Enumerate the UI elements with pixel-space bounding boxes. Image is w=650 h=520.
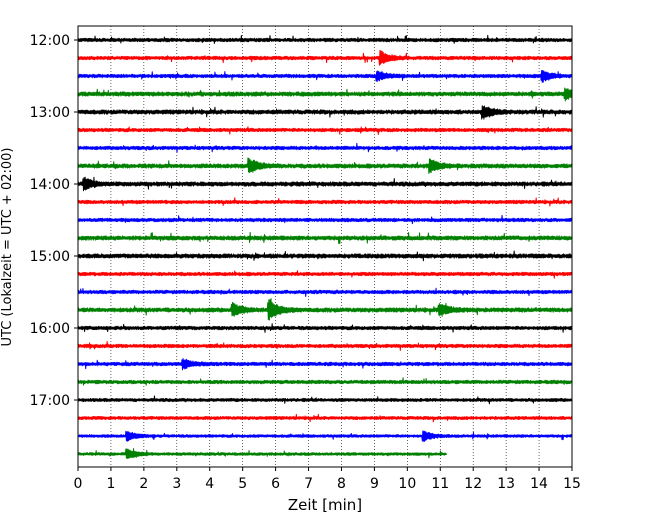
plot-frame: [77, 25, 573, 468]
trace-1415: [77, 197, 573, 207]
trace-1730: [77, 430, 573, 442]
x-tick-label-6: 6: [271, 476, 280, 492]
y-tick-label-1400: 14:00: [30, 177, 70, 193]
x-axis-ticks: 0 1 2 3 4 5 6 7 8 9 10 11 12 13 14 15: [74, 467, 581, 492]
y-tick-label-1700: 17:00: [30, 393, 70, 409]
trace-1200: [77, 34, 573, 44]
x-tick-label-4: 4: [205, 476, 214, 492]
trace-1300: [77, 105, 573, 120]
x-tick-label-9: 9: [370, 476, 379, 492]
y-tick-label-1600: 16:00: [30, 321, 70, 337]
trace-1645: [77, 377, 573, 386]
x-tick-label-10: 10: [398, 476, 416, 492]
x-tick-label-13: 13: [497, 476, 515, 492]
trace-1700: [77, 395, 573, 405]
trace-1230: [77, 69, 573, 83]
y-tick-label-1500: 15:00: [30, 249, 70, 265]
trace-1545: [77, 298, 573, 321]
trace-1430: [77, 214, 573, 225]
x-tick-label-8: 8: [337, 476, 346, 492]
trace-1215: [77, 49, 573, 66]
trace-1445: [77, 231, 573, 245]
trace-1630: [77, 357, 573, 371]
trace-1515: [77, 270, 573, 279]
x-tick-label-0: 0: [74, 476, 83, 492]
trace-1330: [77, 142, 573, 153]
trace-1715: [77, 413, 573, 423]
trace-1315: [77, 126, 573, 135]
y-tick-label-1200: 12:00: [30, 33, 70, 49]
y-tick-label-1300: 13:00: [30, 105, 70, 121]
trace-1400: [77, 176, 573, 192]
x-tick-label-15: 15: [563, 476, 581, 492]
trace-1530: [77, 287, 573, 297]
x-tick-label-12: 12: [464, 476, 482, 492]
trace-1500: [77, 250, 573, 262]
y-axis-label: UTC (Lokalzeit = UTC + 02:00): [0, 148, 15, 347]
trace-1345: [77, 157, 573, 174]
trace-1600: [77, 323, 573, 333]
y-axis-ticks: 12:00 13:00 14:00 15:00 16:00 17:00: [30, 33, 78, 409]
x-tick-label-7: 7: [304, 476, 313, 492]
x-tick-label-2: 2: [139, 476, 148, 492]
x-axis-label: Zeit [min]: [288, 496, 362, 514]
seismogram-traces: [77, 34, 573, 459]
x-tick-label-5: 5: [238, 476, 247, 492]
x-tick-label-11: 11: [431, 476, 449, 492]
x-tick-label-3: 3: [172, 476, 181, 492]
trace-1615: [77, 341, 573, 351]
x-tick-label-14: 14: [530, 476, 548, 492]
trace-1745: [77, 448, 447, 459]
trace-1245: [77, 87, 573, 102]
x-tick-label-1: 1: [106, 476, 115, 492]
